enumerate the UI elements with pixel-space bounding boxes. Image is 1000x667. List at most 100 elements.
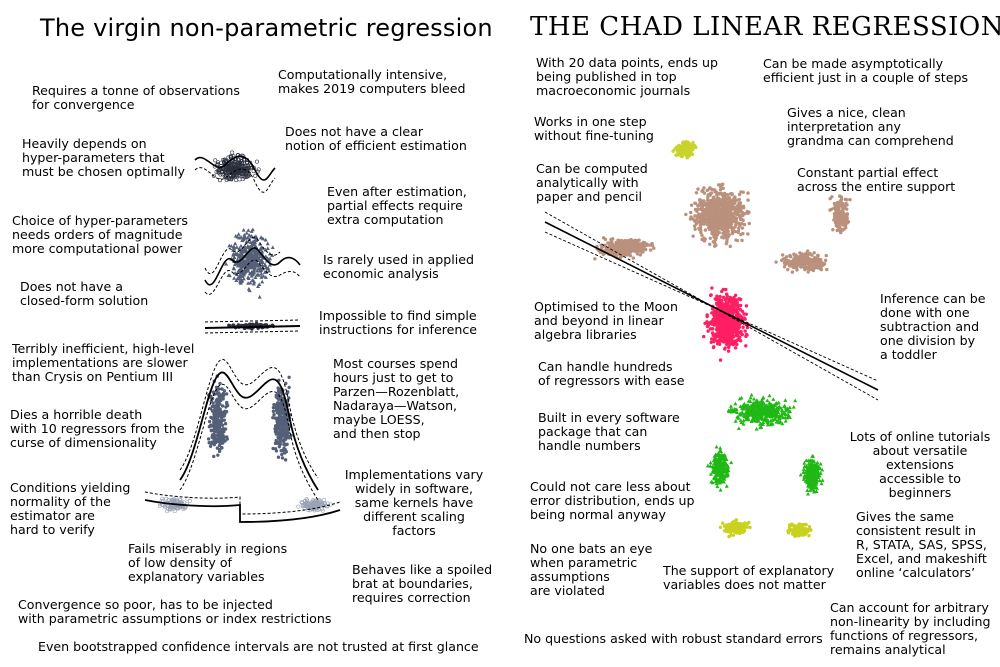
scatter-point: [746, 211, 750, 215]
scatter-point: [242, 158, 247, 163]
scatter-point: [286, 390, 290, 394]
scatter-point: [160, 496, 165, 501]
scatter-point: [728, 528, 732, 533]
virgin-note: Heavily depends on hyper-parameters that…: [22, 136, 185, 179]
virgin-note: Is rarely used in applied economic analy…: [323, 252, 474, 281]
scatter-point: [212, 454, 216, 459]
scatter-point: [637, 244, 641, 248]
scatter-point: [710, 187, 715, 192]
scatter-point: [260, 259, 265, 264]
scatter-point: [712, 195, 716, 199]
scatter-point: [805, 488, 810, 492]
scatter-point: [739, 208, 743, 212]
scatter-point: [273, 441, 278, 446]
scatter-point: [809, 458, 814, 463]
scatter-point: [725, 237, 729, 242]
scatter-point: [239, 163, 244, 168]
scatter-point: [217, 391, 221, 395]
scatter-point: [277, 388, 281, 392]
scatter-point: [718, 188, 723, 192]
chad-note: No questions asked with robust standard …: [524, 631, 823, 646]
scatter-point: [227, 164, 232, 169]
scatter-point: [718, 294, 722, 299]
scatter-point: [839, 230, 843, 235]
scatter-point: [838, 219, 842, 223]
scatter-point: [843, 225, 848, 230]
scatter-point: [619, 240, 623, 244]
scatter-point: [730, 219, 734, 223]
scatter-point: [777, 404, 782, 409]
scatter-point: [234, 245, 239, 249]
scatter-point: [804, 255, 808, 260]
chad-title: THE CHAD LINEAR REGRESSION: [530, 12, 1000, 42]
scatter-point: [650, 243, 655, 248]
scatter-point: [236, 261, 241, 265]
scatter-point: [218, 441, 223, 446]
scatter-point: [804, 458, 809, 463]
scatter-point: [273, 429, 278, 434]
scatter-point: [801, 477, 806, 481]
scatter-point: [217, 178, 222, 183]
scatter-point: [733, 346, 738, 350]
scatter-point: [812, 462, 817, 466]
scatter-point: [795, 260, 800, 264]
scatter-point: [733, 225, 737, 229]
scatter-point: [732, 334, 736, 338]
scatter-point: [214, 169, 219, 174]
scatter-point: [303, 498, 308, 503]
scatter-point: [727, 304, 732, 308]
scatter-point: [717, 330, 721, 334]
scatter-point: [705, 320, 709, 324]
scatter-point: [322, 497, 327, 502]
scatter-point: [765, 418, 770, 423]
chad-note: No one bats an eye when parametric assum…: [530, 541, 653, 598]
scatter-point: [721, 182, 725, 186]
scatter-point: [223, 422, 228, 426]
scatter-point: [793, 398, 798, 403]
scatter-point: [671, 149, 675, 153]
scatter-point: [835, 221, 839, 225]
scatter-point: [165, 509, 170, 514]
scatter-point: [737, 521, 741, 526]
scatter-point: [224, 171, 229, 176]
scatter-point: [280, 408, 284, 412]
scatter-point: [737, 297, 742, 301]
scatter-point: [717, 214, 721, 218]
scatter-point: [247, 256, 252, 260]
scatter-point: [172, 498, 177, 503]
scatter-point: [734, 518, 739, 522]
scatter-point: [730, 312, 735, 316]
scatter-point: [727, 523, 731, 527]
chad-figure: [544, 139, 879, 539]
scatter-point: [786, 267, 790, 272]
scatter-point: [704, 219, 708, 224]
scatter-point: [743, 329, 747, 333]
chad-panel: THE CHAD LINEAR REGRESSION With 20 data …: [500, 0, 1000, 667]
scatter-point: [239, 160, 244, 165]
scatter-point: [251, 268, 256, 273]
scatter-point: [815, 474, 820, 478]
scatter-point: [233, 172, 238, 177]
scatter-point: [808, 476, 813, 480]
scatter-point: [726, 408, 731, 413]
scatter-point: [808, 468, 813, 473]
scatter-point: [814, 464, 819, 468]
scatter-point: [811, 268, 816, 273]
scatter-point: [233, 233, 238, 238]
scatter-point: [276, 436, 281, 440]
chad-note: Can account for arbitrary non-linearity …: [830, 600, 991, 657]
scatter-point: [259, 258, 264, 262]
scatter-point: [805, 478, 810, 483]
scatter-point: [710, 307, 715, 311]
scatter-point: [694, 145, 698, 150]
scatter-point: [718, 338, 722, 342]
scatter-point: [736, 330, 740, 335]
scatter-point: [741, 418, 746, 423]
scatter-point: [758, 422, 763, 426]
scatter-point: [267, 262, 272, 267]
scatter-point: [270, 245, 275, 250]
scatter-point: [835, 215, 840, 219]
scatter-point: [164, 496, 169, 501]
scatter-point: [727, 534, 731, 539]
scatter-point: [741, 406, 746, 411]
